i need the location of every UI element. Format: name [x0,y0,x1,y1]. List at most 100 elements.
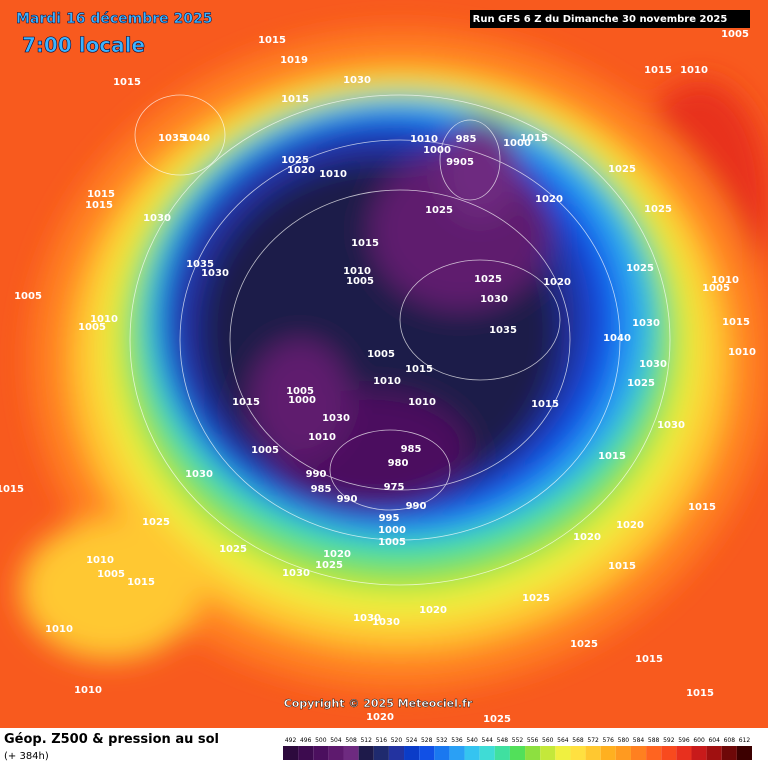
pressure-label: 1005 [721,29,749,40]
pressure-label: 1010 [728,347,756,358]
pressure-label: 1010 [680,65,708,76]
pressure-label: 1010 [711,275,739,286]
pressure-label: 1025 [219,544,247,555]
pressure-label: 995 [379,513,400,524]
forecast-date: Mardi 16 décembre 2025 [16,11,213,27]
colorbar-label: 552 [512,737,524,744]
colorbar-label: 516 [376,737,388,744]
colorbar-swatch [328,746,344,760]
map-field: Copyright © 2025 Meteociel.fr [0,0,768,728]
pressure-label: 1030 [632,318,660,329]
pressure-label: 985 [401,444,422,455]
colorbar-swatch [525,746,541,760]
pressure-label: 1030 [372,617,400,628]
colorbar-swatch [661,746,677,760]
pressure-label: 1025 [142,517,170,528]
pressure-label: 1000 [423,145,451,156]
colorbar-label: 592 [663,737,675,744]
colorbar-label: 496 [300,737,312,744]
pressure-label: 1015 [85,200,113,211]
pressure-label: 1000 [378,525,406,536]
pressure-label: 1020 [419,605,447,616]
colorbar-swatch [721,746,737,760]
pressure-label: 1030 [657,420,685,431]
pressure-label: 1020 [535,194,563,205]
pressure-label: 1025 [570,639,598,650]
run-box [470,10,750,28]
pressure-label: 1030 [282,568,310,579]
pressure-label: 1035 [489,325,517,336]
pressure-label: 1005 [378,537,406,548]
pressure-label: 1005 [97,569,125,580]
pressure-label: 1025 [483,714,511,725]
colorbar-label: 500 [315,737,327,744]
colorbar-label: 560 [542,737,554,744]
colorbar-swatch [283,746,299,760]
pressure-label: 1030 [480,294,508,305]
pressure-label: 1015 [635,654,663,665]
pressure-label: 1010 [343,266,371,277]
pressure-label: 1010 [90,314,118,325]
colorbar-swatch [570,746,586,760]
forecast-time: 7:00 locale [22,33,145,57]
colorbar-swatch [464,746,480,760]
pressure-label: 1010 [319,169,347,180]
pressure-label: 1005 [14,291,42,302]
colorbar-label: 572 [587,737,599,744]
pressure-label: 1040 [603,333,631,344]
pressure-label: 1015 [644,65,672,76]
colorbar-swatch [479,746,495,760]
pressure-label: 1015 [722,317,750,328]
colorbar-swatch [615,746,631,760]
pressure-label: 1035 [186,259,214,270]
colorbar: 492 496 500 504 508 512 516 520 524 528 532 536 540 5… [283,737,752,760]
colorbar-label: 508 [345,737,357,744]
colorbar-swatch [494,746,510,760]
colorbar-swatch [736,746,752,760]
pressure-label: 1015 [281,94,309,105]
colorbar-swatch [434,746,450,760]
pressure-label: 1020 [543,277,571,288]
pressure-label: 1030 [322,413,350,424]
colorbar-label: 512 [360,737,372,744]
pressure-label: 1000 [503,138,531,149]
pressure-label: 1010 [410,134,438,145]
colorbar-label: 600 [693,737,705,744]
pressure-label: 1015 [113,77,141,88]
colorbar-swatch [358,746,374,760]
copyright: Copyright © 2025 Meteociel.fr [284,697,473,710]
colorbar-swatch [540,746,556,760]
pressure-label: 1030 [343,75,371,86]
pressure-label: 1025 [608,164,636,175]
pressure-label: 1015 [598,451,626,462]
pressure-label: 975 [384,482,405,493]
colorbar-swatch [676,746,692,760]
pressure-label: 1010 [45,624,73,635]
pressure-label: 1010 [86,555,114,566]
colorbar-label: 568 [572,737,584,744]
pressure-label: 1010 [408,397,436,408]
colorbar-label: 528 [421,737,433,744]
pressure-label: 1030 [143,213,171,224]
pressure-label: 1025 [626,263,654,274]
colorbar-swatch [419,746,435,760]
pressure-label: 1015 [688,502,716,513]
colorbar-swatch [555,746,571,760]
pressure-label: 1005 [251,445,279,456]
colorbar-swatch [706,746,722,760]
colorbar-label: 524 [406,737,418,744]
colorbar-swatch [691,746,707,760]
pressure-label: 1015 [520,133,548,144]
colorbar-label: 504 [330,737,342,744]
colorbar-swatch [646,746,662,760]
pressure-label: 1030 [353,613,381,624]
footer-lead: (+ 384h) [4,751,49,762]
footer-title: Géop. Z500 & pression au sol [4,732,219,747]
colorbar-label: 544 [482,737,494,744]
colorbar-label: 564 [557,737,569,744]
colorbar-label: 492 [285,737,297,744]
pressure-label: 1010 [373,376,401,387]
